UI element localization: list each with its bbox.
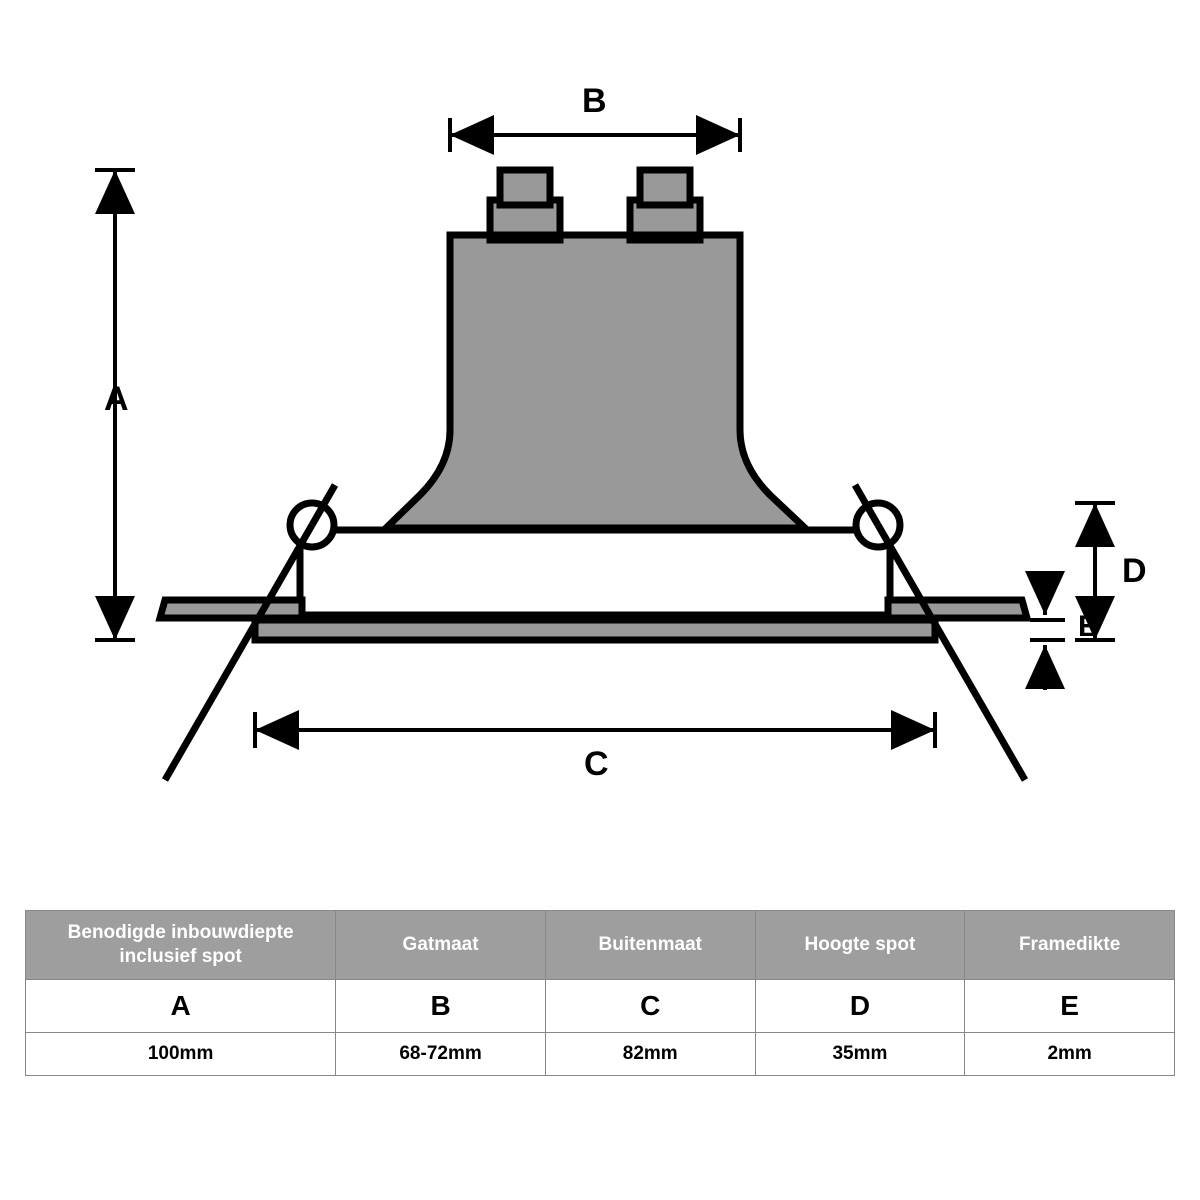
table-letter-row: A B C D E [26, 979, 1175, 1032]
col-value: 82mm [545, 1032, 755, 1075]
dim-label-b: B [582, 82, 607, 121]
technical-drawing: A B C D E [0, 0, 1200, 900]
col-value: 68-72mm [336, 1032, 546, 1075]
table-value-row: 100mm 68-72mm 82mm 35mm 2mm [26, 1032, 1175, 1075]
col-letter: B [336, 979, 546, 1032]
col-letter: A [26, 979, 336, 1032]
col-header: Gatmaat [336, 911, 546, 980]
table-header-row: Benodigde inbouwdiepte inclusief spot Ga… [26, 911, 1175, 980]
col-header: Hoogte spot [755, 911, 965, 980]
col-value: 35mm [755, 1032, 965, 1075]
col-letter: D [755, 979, 965, 1032]
dim-label-e: E [1078, 610, 1098, 644]
dim-label-c: C [584, 745, 609, 784]
col-letter: E [965, 979, 1175, 1032]
dim-label-d: D [1122, 552, 1147, 591]
col-header: Buitenmaat [545, 911, 755, 980]
col-header: Framedikte [965, 911, 1175, 980]
col-value: 100mm [26, 1032, 336, 1075]
col-header: Benodigde inbouwdiepte inclusief spot [26, 911, 336, 980]
col-letter: C [545, 979, 755, 1032]
col-value: 2mm [965, 1032, 1175, 1075]
spec-table: Benodigde inbouwdiepte inclusief spot Ga… [25, 910, 1175, 1076]
dim-label-a: A [104, 380, 129, 419]
